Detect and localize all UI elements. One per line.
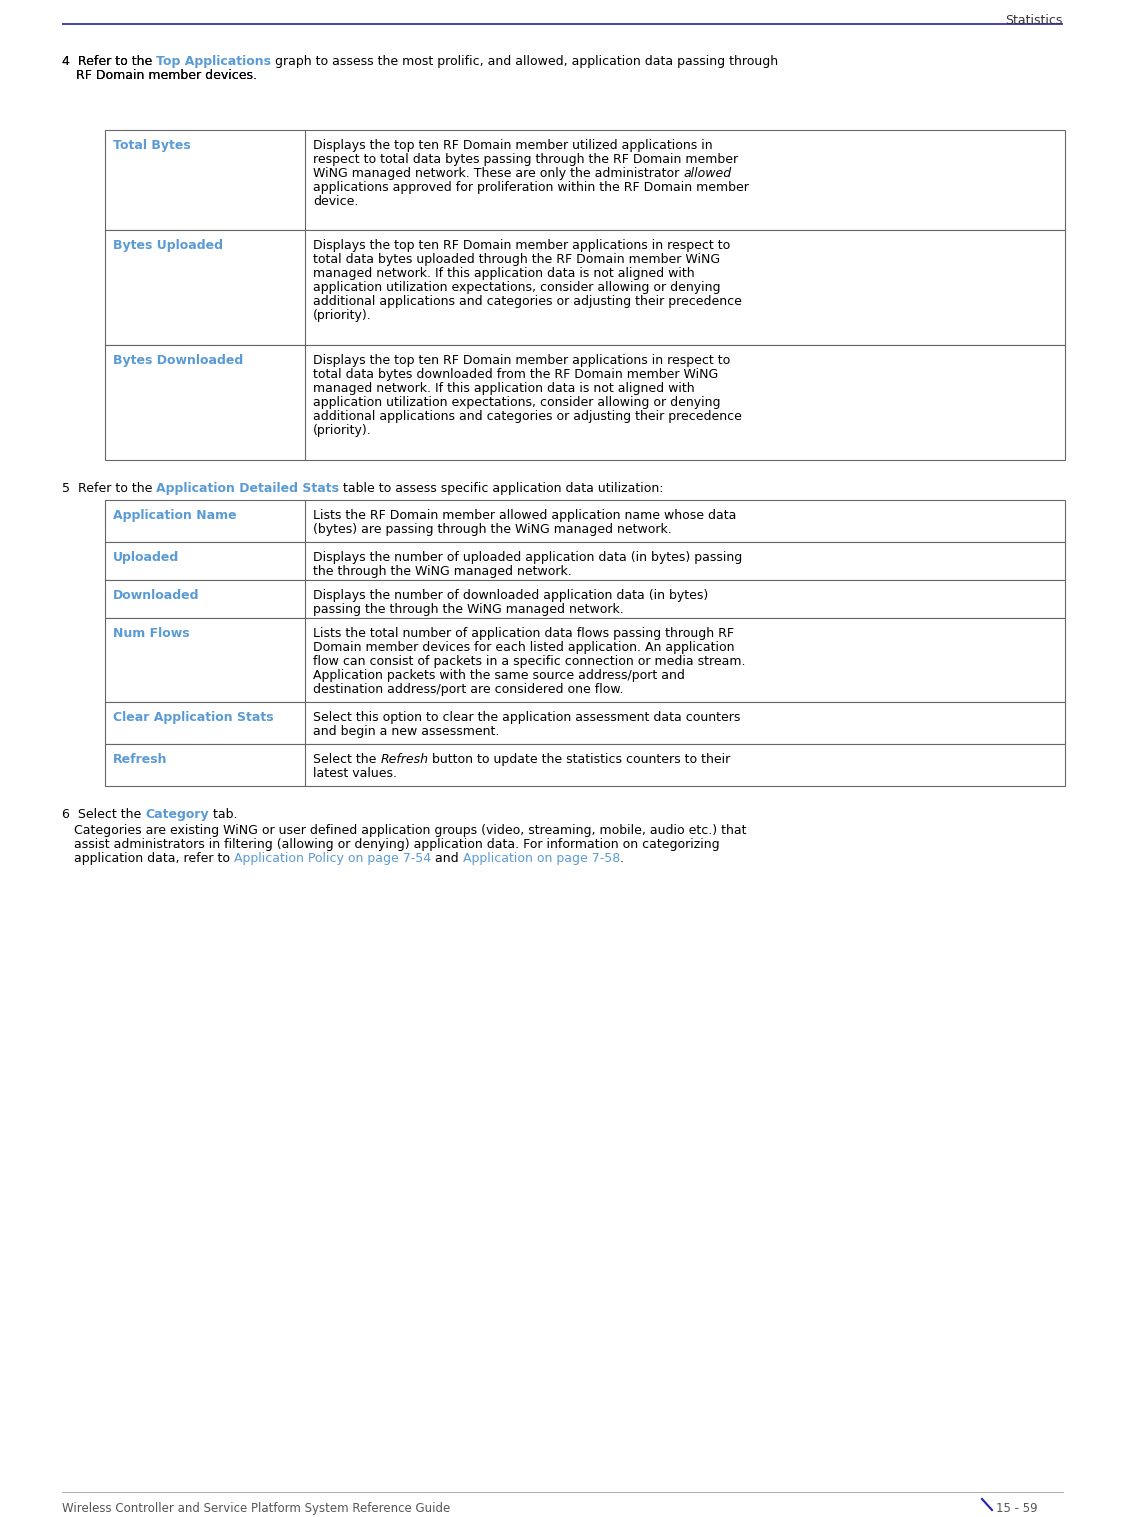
Text: Application Policy on page 7-54: Application Policy on page 7-54 <box>234 853 431 865</box>
Text: Downloaded: Downloaded <box>112 589 199 602</box>
Text: application utilization expectations, consider allowing or denying: application utilization expectations, co… <box>313 396 720 410</box>
Text: 6  Select the: 6 Select the <box>62 809 145 821</box>
Bar <box>105 579 1065 617</box>
Bar <box>105 130 1065 231</box>
Text: Categories are existing WiNG or user defined application groups (video, streamin: Categories are existing WiNG or user def… <box>62 824 747 837</box>
Bar <box>105 702 1065 743</box>
Text: Displays the top ten RF Domain member utilized applications in: Displays the top ten RF Domain member ut… <box>313 140 712 152</box>
Text: flow can consist of packets in a specific connection or media stream.: flow can consist of packets in a specifi… <box>313 655 746 667</box>
Text: passing the through the WiNG managed network.: passing the through the WiNG managed net… <box>313 602 623 616</box>
Text: table to assess specific application data utilization:: table to assess specific application dat… <box>340 482 664 495</box>
Text: destination address/port are considered one flow.: destination address/port are considered … <box>313 683 623 696</box>
Bar <box>105 501 1065 542</box>
Bar <box>105 231 1065 344</box>
Bar <box>105 344 1065 460</box>
Text: Select the: Select the <box>313 752 380 766</box>
Text: 4  Refer to the: 4 Refer to the <box>62 55 156 68</box>
Text: respect to total data bytes passing through the RF Domain member: respect to total data bytes passing thro… <box>313 153 738 165</box>
Text: and: and <box>431 853 462 865</box>
Text: Displays the top ten RF Domain member applications in respect to: Displays the top ten RF Domain member ap… <box>313 240 730 252</box>
Text: Wireless Controller and Service Platform System Reference Guide: Wireless Controller and Service Platform… <box>62 1502 450 1515</box>
Text: total data bytes downloaded from the RF Domain member WiNG: total data bytes downloaded from the RF … <box>313 369 718 381</box>
Text: button to update the statistics counters to their: button to update the statistics counters… <box>429 752 730 766</box>
Text: the through the WiNG managed network.: the through the WiNG managed network. <box>313 564 572 578</box>
Text: Top Applications: Top Applications <box>156 55 271 68</box>
Text: Bytes Uploaded: Bytes Uploaded <box>112 240 223 252</box>
Text: Num Flows: Num Flows <box>112 627 190 640</box>
Text: application data, refer to: application data, refer to <box>62 853 234 865</box>
Text: Bytes Downloaded: Bytes Downloaded <box>112 353 243 367</box>
Text: WiNG managed network. These are only the administrator: WiNG managed network. These are only the… <box>313 167 683 181</box>
Text: managed network. If this application data is not aligned with: managed network. If this application dat… <box>313 382 694 394</box>
Text: Displays the number of downloaded application data (in bytes): Displays the number of downloaded applic… <box>313 589 709 602</box>
Text: RF Domain member devices.: RF Domain member devices. <box>76 68 256 82</box>
Text: managed network. If this application data is not aligned with: managed network. If this application dat… <box>313 267 694 281</box>
Text: Displays the top ten RF Domain member applications in respect to: Displays the top ten RF Domain member ap… <box>313 353 730 367</box>
Text: (priority).: (priority). <box>313 423 371 437</box>
Text: applications approved for proliferation within the RF Domain member: applications approved for proliferation … <box>313 181 749 194</box>
Bar <box>105 542 1065 579</box>
Text: 4  Refer to the: 4 Refer to the <box>62 55 156 68</box>
Text: Domain member devices for each listed application. An application: Domain member devices for each listed ap… <box>313 642 735 654</box>
Text: Total Bytes: Total Bytes <box>112 140 191 152</box>
Text: additional applications and categories or adjusting their precedence: additional applications and categories o… <box>313 410 741 423</box>
Text: RF Domain member devices.: RF Domain member devices. <box>76 68 256 82</box>
Text: Application on page 7-58: Application on page 7-58 <box>462 853 620 865</box>
Text: Application Name: Application Name <box>112 510 236 522</box>
Text: application utilization expectations, consider allowing or denying: application utilization expectations, co… <box>313 281 720 294</box>
Text: allowed: allowed <box>683 167 731 181</box>
Text: Refresh: Refresh <box>380 752 429 766</box>
Text: (bytes) are passing through the WiNG managed network.: (bytes) are passing through the WiNG man… <box>313 523 672 536</box>
Text: Statistics: Statistics <box>1006 14 1063 27</box>
Text: Select this option to clear the application assessment data counters: Select this option to clear the applicat… <box>313 711 740 724</box>
Text: Lists the total number of application data flows passing through RF: Lists the total number of application da… <box>313 627 734 640</box>
Text: 5  Refer to the: 5 Refer to the <box>62 482 156 495</box>
Text: Category: Category <box>145 809 209 821</box>
Text: .: . <box>620 853 624 865</box>
Text: Application packets with the same source address/port and: Application packets with the same source… <box>313 669 685 683</box>
Text: latest values.: latest values. <box>313 768 397 780</box>
Text: and begin a new assessment.: and begin a new assessment. <box>313 725 500 737</box>
Text: 15 - 59: 15 - 59 <box>996 1502 1037 1515</box>
Text: device.: device. <box>313 196 359 208</box>
Text: Displays the number of uploaded application data (in bytes) passing: Displays the number of uploaded applicat… <box>313 551 742 564</box>
Text: Refresh: Refresh <box>112 752 168 766</box>
Text: assist administrators in filtering (allowing or denying) application data. For i: assist administrators in filtering (allo… <box>62 837 720 851</box>
Text: Lists the RF Domain member allowed application name whose data: Lists the RF Domain member allowed appli… <box>313 510 737 522</box>
Text: (priority).: (priority). <box>313 309 371 322</box>
Text: graph to assess the most prolific, and allowed, application data passing through: graph to assess the most prolific, and a… <box>271 55 778 68</box>
Text: Uploaded: Uploaded <box>112 551 179 564</box>
Text: Application Detailed Stats: Application Detailed Stats <box>156 482 340 495</box>
Text: tab.: tab. <box>209 809 237 821</box>
Bar <box>105 743 1065 786</box>
Text: Clear Application Stats: Clear Application Stats <box>112 711 273 724</box>
Bar <box>105 617 1065 702</box>
Text: total data bytes uploaded through the RF Domain member WiNG: total data bytes uploaded through the RF… <box>313 253 720 265</box>
Text: additional applications and categories or adjusting their precedence: additional applications and categories o… <box>313 294 741 308</box>
